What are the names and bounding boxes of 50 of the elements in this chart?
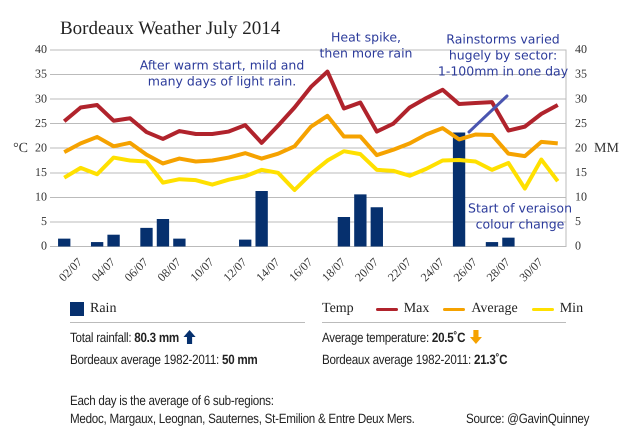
y-tick-label: 5 bbox=[41, 214, 47, 228]
y2-tick-label: 20 bbox=[575, 140, 587, 154]
bar bbox=[90, 242, 104, 246]
y2-tick-label: 35 bbox=[575, 66, 587, 81]
bar bbox=[255, 190, 268, 246]
y-tick-label: 20 bbox=[35, 140, 47, 154]
y-tick-label: 30 bbox=[35, 91, 47, 106]
bar bbox=[486, 242, 498, 246]
chart-title: Bordeaux Weather July 2014 bbox=[60, 18, 280, 40]
legend-label: Min bbox=[560, 301, 584, 317]
y-tick-label: 40 bbox=[35, 42, 47, 56]
annotation: Rainstorms varied hugely by sector: 1-100mm in one day bbox=[438, 31, 569, 78]
text: Average temperature: 20.5˚C bbox=[322, 330, 466, 345]
y2-tick-label: 0 bbox=[575, 238, 581, 253]
y2-tick-label: 5 bbox=[575, 214, 581, 228]
legend-label: Max bbox=[404, 301, 430, 317]
bar bbox=[173, 238, 186, 246]
legend-label: Rain bbox=[90, 301, 116, 317]
bar bbox=[370, 207, 383, 246]
y-tick-label: 35 bbox=[35, 66, 47, 81]
bar bbox=[239, 240, 252, 246]
bar bbox=[107, 234, 120, 246]
bar bbox=[140, 228, 153, 246]
y-axis-title: °C bbox=[13, 140, 28, 156]
text: Bordeaux average 1982-2011: 21.3˚C bbox=[322, 352, 508, 367]
bar bbox=[58, 238, 70, 246]
y2-tick-label: 25 bbox=[575, 116, 587, 130]
bar bbox=[502, 238, 515, 246]
y2-tick-label: 15 bbox=[575, 164, 587, 179]
bar bbox=[354, 194, 367, 246]
annotation: Heat spike, then more rain bbox=[320, 29, 412, 60]
legend-label: Average bbox=[471, 301, 518, 317]
text: Bordeaux average 1982-2011: 50 mm bbox=[70, 352, 258, 367]
annotation: Start of veraison colour change bbox=[468, 200, 572, 232]
legend-title: Temp bbox=[322, 301, 354, 317]
y2-tick-label: 30 bbox=[575, 91, 587, 106]
y-tick-label: 15 bbox=[35, 164, 47, 179]
bar bbox=[338, 217, 350, 246]
y-tick-label: 10 bbox=[35, 190, 47, 204]
bar bbox=[156, 218, 170, 246]
y2-tick-label: 40 bbox=[575, 42, 587, 56]
source-note: Source: @GavinQuinney bbox=[466, 410, 590, 428]
y2-axis-title: MM bbox=[594, 140, 620, 156]
text: Total rainfall: 80.3 mm bbox=[70, 330, 179, 345]
y-tick-label: 25 bbox=[35, 116, 47, 130]
annotation: After warm start, mild and many days of light rain. bbox=[140, 57, 304, 88]
y-tick-label: 0 bbox=[41, 238, 47, 253]
y2-tick-label: 10 bbox=[575, 190, 587, 204]
bar bbox=[452, 132, 466, 246]
text: Each day is the average of 6 sub-regions: Medoc, Margaux, Leognan, Sauternes, St-Emilion & Entre Deux Mers. bbox=[70, 392, 415, 428]
